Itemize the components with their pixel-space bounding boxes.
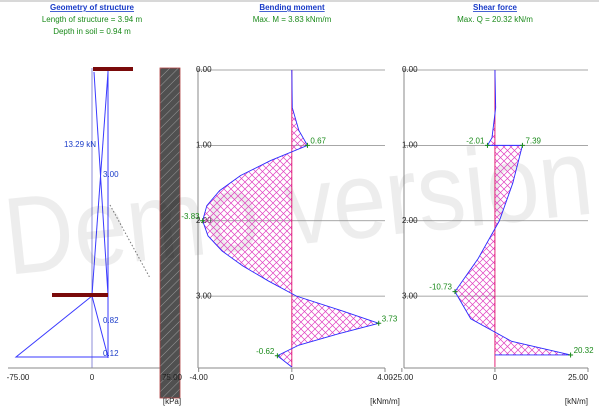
geometry-depth: Depth in soil = 0.94 m <box>53 27 131 36</box>
axis-unit: [kNm/m] <box>370 397 400 406</box>
x-tick-label: 4.00 <box>377 373 393 382</box>
geometry-panel: Geometry of structure Length of structur… <box>7 3 183 406</box>
value-label: -0.62 <box>256 347 275 356</box>
x-tick-label: 0 <box>290 373 295 382</box>
y-tick-label: 3.00 <box>196 291 212 300</box>
chart-panel: Bending moment Max. M = 3.83 kNm/m 0.00 1.0… <box>181 3 400 406</box>
axis-unit: [kPa] <box>163 397 181 406</box>
chart-subtitle: Max. Q = 20.32 kN/m <box>457 15 533 24</box>
chart-title: Bending moment <box>259 3 325 12</box>
y-tick-label: 2.00 <box>402 216 418 225</box>
chart-subtitle: Max. M = 3.83 kNm/m <box>253 15 332 24</box>
pressure-diagram <box>14 295 109 358</box>
value-label: 7.39 <box>525 136 541 145</box>
hatched-area <box>454 70 571 355</box>
dimension-label: 0.12 <box>103 349 119 358</box>
y-tick-label: 3.00 <box>402 291 418 300</box>
chart-title: Shear force <box>473 3 518 12</box>
x-tick-label: 25.00 <box>568 373 589 382</box>
value-label: -10.73 <box>429 283 452 292</box>
y-tick-label: 0.00 <box>196 65 212 74</box>
x-tick-label: -75.00 <box>7 373 30 382</box>
axis-unit: [kN/m] <box>565 397 588 406</box>
x-tick-label: -4.00 <box>190 373 209 382</box>
value-label: -2.01 <box>466 136 485 145</box>
value-label: 20.32 <box>574 346 595 355</box>
point-marker <box>274 353 280 359</box>
point-marker <box>484 142 490 148</box>
structure-line <box>91 71 109 296</box>
point-marker <box>304 142 310 148</box>
hatched-area <box>202 70 379 367</box>
point-marker <box>568 352 574 358</box>
x-tick-label: 0 <box>493 373 498 382</box>
point-marker <box>519 142 525 148</box>
y-tick-label: 1.00 <box>402 140 418 149</box>
x-tick-label: -25.00 <box>391 373 414 382</box>
value-label: -3.83 <box>181 212 200 221</box>
soil-level-bar <box>52 293 108 297</box>
geometry-length: Length of structure = 3.94 m <box>42 15 143 24</box>
point-marker <box>376 320 382 326</box>
x-tick-label: 75.00 <box>162 373 183 382</box>
force-label: 13.29 kN <box>64 140 96 149</box>
value-label: 3.73 <box>382 314 398 323</box>
geometry-title: Geometry of structure <box>50 3 135 12</box>
wall <box>159 67 181 399</box>
anchor-bar <box>93 67 133 71</box>
curve <box>454 69 571 356</box>
curve <box>202 69 381 368</box>
chart-panel: Shear force Max. Q = 20.32 kN/m 0.00 1.00 2.… <box>391 3 595 406</box>
dimension-label: 0.82 <box>103 316 119 325</box>
y-tick-label: 0.00 <box>402 65 418 74</box>
point-marker <box>200 218 206 224</box>
dimension-label: 3.00 <box>103 170 119 179</box>
value-label: 0.67 <box>310 136 326 145</box>
x-tick-label: 0 <box>90 373 95 382</box>
y-tick-label: 1.00 <box>196 140 212 149</box>
point-marker <box>452 289 458 295</box>
structure-line <box>93 71 109 296</box>
top-border <box>0 0 599 2</box>
